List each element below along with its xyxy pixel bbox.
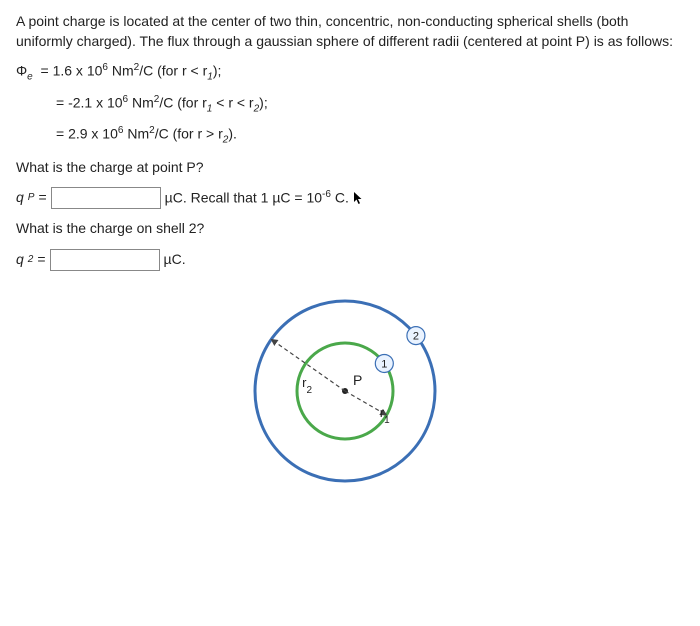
flux-symbol: Φ (16, 63, 27, 79)
svg-text:r2: r2 (302, 375, 312, 396)
cursor-icon (353, 191, 363, 211)
flux3-end: ). (228, 126, 237, 142)
svg-text:P: P (353, 372, 362, 388)
intro-text: A point charge is located at the center … (16, 12, 684, 51)
flux-line-3: = 2.9 x 106 Nm2/C (for r > r2). (56, 124, 684, 147)
svg-text:2: 2 (413, 330, 419, 342)
qp-exp: -6 (322, 189, 331, 200)
flux1-unit: Nm (108, 63, 134, 79)
answer-row-1: qP = µC. Recall that 1 µC = 10-6 C. (16, 187, 684, 209)
qp-input[interactable] (51, 187, 161, 209)
answer-row-2: q2 = µC. (16, 249, 684, 271)
diagram: Pr1r212 (16, 281, 684, 507)
flux2-end: ); (259, 94, 268, 110)
flux1-val: = 1.6 x 10 (41, 63, 103, 79)
flux3-val: = 2.9 x 10 (56, 126, 118, 142)
q2-unit: µC. (164, 250, 186, 270)
shells-diagram: Pr1r212 (235, 281, 465, 501)
qp-unit: µC. Recall that 1 µC = 10 (165, 190, 322, 206)
flux-line-1: Φe = 1.6 x 106 Nm2/C (for r < r1); (16, 61, 684, 84)
question-2: What is the charge on shell 2? (16, 219, 684, 239)
q2-sub: 2 (28, 253, 34, 267)
flux-block: Φe = 1.6 x 106 Nm2/C (for r < r1); = -2.… (16, 61, 684, 147)
qp-tail: C. (331, 190, 349, 206)
qp-var: q (16, 188, 24, 208)
flux-sub: e (27, 72, 33, 83)
qp-eq: = (38, 188, 46, 208)
svg-text:1: 1 (381, 358, 387, 370)
flux1-end: ); (213, 63, 222, 79)
flux2-val: = -2.1 x 10 (56, 94, 123, 110)
flux2-rest: /C (for r (159, 94, 206, 110)
qp-sub: P (28, 191, 35, 205)
q2-input[interactable] (50, 249, 160, 271)
flux3-unit: Nm (123, 126, 149, 142)
q2-var: q (16, 250, 24, 270)
flux1-rest: /C (for r < r (139, 63, 207, 79)
flux-line-2: = -2.1 x 106 Nm2/C (for r1 < r < r2); (56, 93, 684, 116)
q2-eq: = (37, 250, 45, 270)
question-1: What is the charge at point P? (16, 158, 684, 178)
flux2-mid: < r < r (212, 94, 253, 110)
flux2-unit: Nm (128, 94, 154, 110)
flux3-rest: /C (for r > r (155, 126, 223, 142)
